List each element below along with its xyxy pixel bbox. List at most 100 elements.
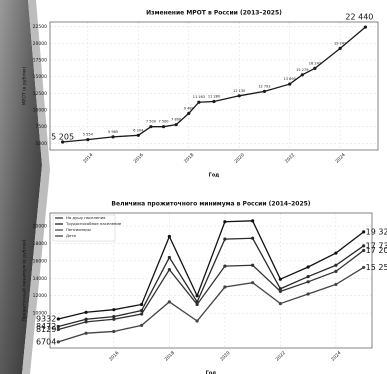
point xyxy=(334,282,338,287)
y-tick-label: 14000 xyxy=(33,276,47,282)
legend-label: На душу населения xyxy=(66,215,105,220)
point xyxy=(195,294,199,298)
legend-label: Пенсионеры xyxy=(66,227,91,232)
point xyxy=(278,287,282,291)
point xyxy=(313,66,317,70)
chevron xyxy=(22,0,50,374)
y-tick-label: 20000 xyxy=(33,41,47,47)
point xyxy=(112,308,116,312)
x-tick-label: 2018 xyxy=(183,152,195,164)
point xyxy=(362,244,366,248)
chart-title: Величина прожиточного минимума в России … xyxy=(111,201,310,208)
chart-title: Изменение МРОТ в России (2013–2025) xyxy=(146,10,282,17)
point xyxy=(363,25,367,29)
x-tick-label: 2014 xyxy=(82,152,94,164)
series-line xyxy=(58,266,365,343)
chart-mrot: Изменение МРОТ в России (2013–2025) 5000 7… xyxy=(22,10,379,179)
y-tick-label: 7500 xyxy=(36,124,48,130)
y-tick-label: 22500 xyxy=(33,24,47,30)
plot-frame xyxy=(49,212,373,349)
point xyxy=(56,317,60,321)
point xyxy=(362,248,366,253)
point xyxy=(362,265,366,270)
value-label: 7 800 xyxy=(171,118,181,122)
point xyxy=(140,302,144,307)
value-label: 22 440 xyxy=(345,13,373,22)
point xyxy=(334,251,338,255)
y-tick-label: 18000 xyxy=(33,241,47,247)
point xyxy=(223,285,227,289)
point xyxy=(112,317,116,321)
point xyxy=(112,315,116,319)
value-label: 17 201 xyxy=(366,246,387,255)
value-label: 5 205 xyxy=(51,132,74,141)
point xyxy=(288,82,292,86)
point xyxy=(278,277,282,281)
point xyxy=(306,292,310,296)
point xyxy=(167,234,171,239)
point xyxy=(212,99,216,104)
x-tick-label: 2022 xyxy=(284,152,296,164)
point xyxy=(223,220,227,224)
y-tick-label: 5000 xyxy=(36,141,48,147)
series-line xyxy=(58,237,365,328)
value-label: 19 329 xyxy=(366,227,387,236)
x-tick-label: 2020 xyxy=(219,350,231,362)
plot-frame xyxy=(49,21,379,151)
point xyxy=(86,138,90,142)
point xyxy=(338,46,342,50)
series-line xyxy=(58,220,365,320)
value-label: 7 500 xyxy=(159,120,169,124)
point xyxy=(306,274,310,279)
legend-label: Дети xyxy=(66,233,77,238)
y-axis-label: МРОТ (в рублях) xyxy=(22,67,28,106)
point xyxy=(61,140,65,144)
point xyxy=(362,230,366,234)
x-tick-label: 2018 xyxy=(164,350,176,362)
x-axis-label: Год xyxy=(206,371,217,374)
value-label: 6704 xyxy=(36,337,56,346)
point xyxy=(278,289,282,293)
point xyxy=(306,280,310,284)
value-label: 12 130 xyxy=(233,89,245,93)
point xyxy=(56,327,60,332)
point xyxy=(140,323,144,327)
value-label: 15 250 xyxy=(366,263,387,272)
point xyxy=(251,219,255,223)
point xyxy=(251,263,255,267)
series-line xyxy=(62,26,366,143)
x-tick-label: 2020 xyxy=(233,152,245,164)
value-label: 19 242 xyxy=(334,41,346,45)
value-label: 5 554 xyxy=(83,133,94,137)
value-label: 13 890 xyxy=(284,77,296,81)
y-tick-label: 15000 xyxy=(33,74,47,80)
x-tick-label: 2024 xyxy=(330,350,342,362)
point xyxy=(84,317,88,321)
point xyxy=(300,73,304,77)
point xyxy=(149,125,153,129)
point xyxy=(195,319,199,323)
point xyxy=(111,135,115,139)
y-axis-label: Прожиточный минимум (в рублях) xyxy=(21,239,28,321)
point xyxy=(251,236,255,240)
legend-label: Трудоспособное население xyxy=(65,221,122,226)
point xyxy=(56,324,60,329)
point xyxy=(306,265,310,269)
point xyxy=(167,268,171,272)
value-label: 11 280 xyxy=(208,94,220,98)
chart-subsistence: Величина прожиточного минимума в России … xyxy=(21,201,387,374)
point xyxy=(197,100,201,104)
y-tick-label: 12000 xyxy=(33,293,47,299)
point xyxy=(112,329,116,334)
x-tick-label: 2022 xyxy=(275,350,287,362)
background-photo xyxy=(0,0,42,374)
point xyxy=(174,123,178,127)
point xyxy=(334,269,338,273)
value-label: 9332 xyxy=(36,314,56,323)
point xyxy=(56,340,60,344)
point xyxy=(195,302,199,307)
x-axis-label: Год xyxy=(209,173,220,179)
point xyxy=(84,320,88,324)
y-tick-label: 20000 xyxy=(33,224,47,230)
